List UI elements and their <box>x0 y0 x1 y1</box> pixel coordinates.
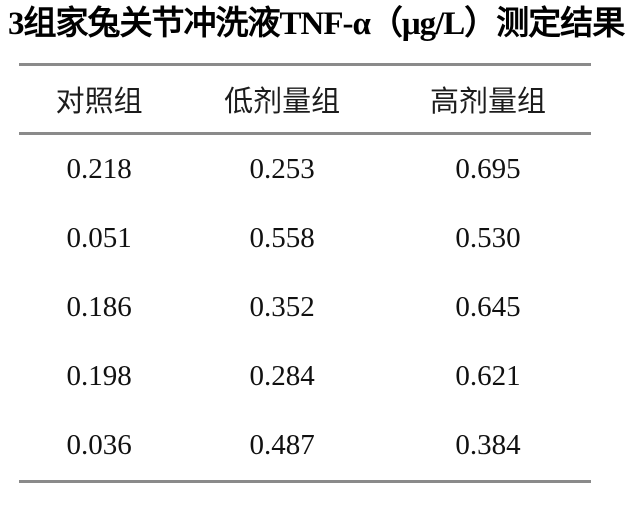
table-cell: 0.558 <box>249 222 315 254</box>
figure-title: 3组家兔关节冲洗液TNF-α（μg/L）测定结果 <box>8 6 625 42</box>
data-table: 对照组 低剂量组 高剂量组 0.218 0.253 0.695 0.051 0.… <box>19 63 591 483</box>
table-cell: 0.352 <box>249 291 315 323</box>
table-cell: 0.645 <box>455 291 521 323</box>
table-row: 0.051 0.558 0.530 <box>19 204 591 273</box>
column-header-low-dose-group: 低剂量组 <box>224 86 341 118</box>
table-cell: 0.530 <box>455 222 521 254</box>
table-cell: 0.198 <box>66 360 132 392</box>
table-cell: 0.186 <box>66 291 132 323</box>
table-row: 0.036 0.487 0.384 <box>19 411 591 480</box>
table-header-row: 对照组 低剂量组 高剂量组 <box>19 66 591 132</box>
table-cell: 0.051 <box>66 222 132 254</box>
table-cell: 0.218 <box>66 153 132 185</box>
table-cell: 0.695 <box>455 153 521 185</box>
table-top-rule <box>19 63 591 66</box>
table-row: 0.218 0.253 0.695 <box>19 135 591 204</box>
table-row: 0.186 0.352 0.645 <box>19 273 591 342</box>
table-cell: 0.384 <box>455 429 521 461</box>
table-cell: 0.036 <box>66 429 132 461</box>
table-cell: 0.487 <box>249 429 315 461</box>
column-header-high-dose-group: 高剂量组 <box>430 86 547 118</box>
table-cell: 0.621 <box>455 360 521 392</box>
table-row: 0.198 0.284 0.621 <box>19 342 591 411</box>
column-header-control-group: 对照组 <box>55 86 143 118</box>
table-cell: 0.284 <box>249 360 315 392</box>
table-header-rule <box>19 132 591 135</box>
table-bottom-rule <box>19 480 591 483</box>
table-cell: 0.253 <box>249 153 315 185</box>
